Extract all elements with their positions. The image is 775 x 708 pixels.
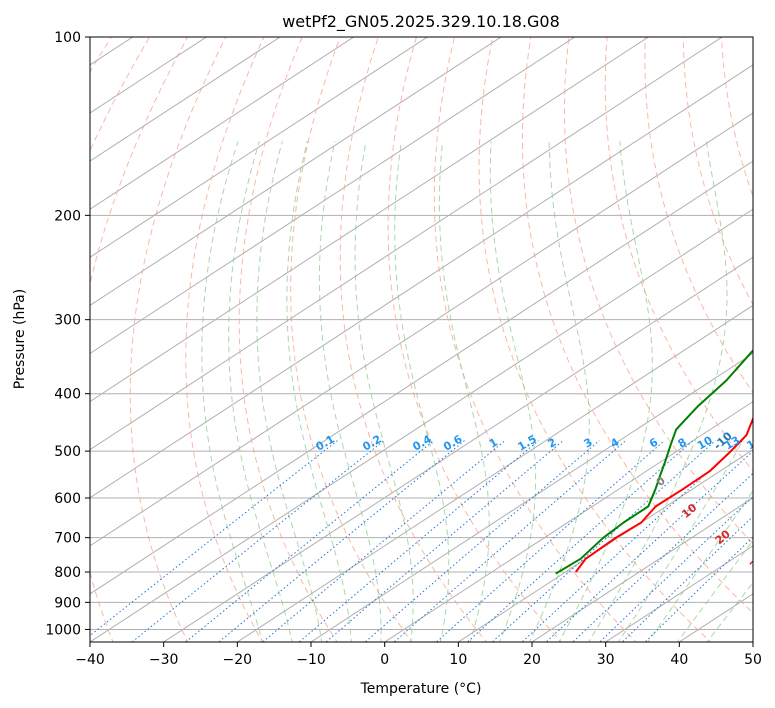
mixing-ratio-line	[435, 440, 665, 642]
moist-adiabat-line	[489, 141, 537, 642]
dry-adiabat-line	[478, 37, 712, 642]
dry-adiabat-line	[387, 37, 562, 642]
isotherm-line	[310, 352, 753, 642]
isotherm-line	[90, 64, 753, 499]
x-tick-label: 20	[523, 652, 541, 668]
axis-ticks: −40 −30 −20 −10 0 10 20 30 40 50 100 200 300 400 500 60…	[45, 30, 762, 668]
x-tick-label: 40	[670, 652, 688, 668]
moist-adiabat-line	[201, 141, 263, 642]
isotherm-line	[90, 37, 723, 451]
x-tick-label: 30	[597, 652, 615, 668]
isotherm-line	[90, 112, 753, 547]
mixing-ratio-line	[491, 440, 716, 642]
dry-adiabat-line	[185, 37, 265, 642]
y-tick-label: 900	[54, 595, 81, 611]
y-tick-label: 100	[54, 30, 81, 46]
moist-adiabat-line	[528, 141, 590, 642]
moist-adiabat-line	[647, 490, 753, 642]
moist-adiabat-line	[617, 420, 753, 642]
moist-adiabat-line	[558, 141, 653, 642]
y-tick-label: 1000	[45, 622, 81, 638]
y-tick-label: 300	[54, 313, 81, 329]
moist-adiabat-line	[706, 581, 753, 642]
y-tick-label: 700	[54, 531, 81, 547]
mixing-ratio-line	[364, 440, 600, 642]
isotherm-line	[90, 37, 355, 210]
moist-adiabat-line	[256, 141, 323, 642]
dry-adiabat-line	[90, 37, 189, 642]
x-tick-label: 10	[449, 652, 467, 668]
isotherm-line	[90, 37, 650, 403]
isotherm-line	[383, 400, 753, 642]
isotherm-line	[90, 37, 576, 355]
x-tick-label: −20	[223, 652, 253, 668]
dry-adiabat-line	[563, 37, 753, 545]
y-tick-label: 200	[54, 208, 81, 224]
x-axis-label: Temperature (°C)	[360, 681, 482, 697]
mixing-ratio-line	[218, 440, 465, 642]
isotherm-line	[162, 256, 753, 642]
y-tick-label: 500	[54, 444, 81, 460]
isotherm-line	[457, 449, 753, 642]
dry-adiabat-line	[682, 37, 753, 306]
moist-adiabat-line	[438, 141, 490, 642]
dewpoint-profile-line	[555, 349, 753, 575]
mixing-ratio-line	[572, 472, 753, 642]
x-tick-label: −30	[149, 652, 179, 668]
mixing-ratio-line	[393, 440, 627, 642]
isotherm-line	[236, 304, 753, 642]
moist-adiabat-line	[588, 141, 728, 642]
mixing-ratio-line	[90, 440, 338, 637]
dry-adiabat-line	[433, 37, 637, 642]
mixing-ratio-line	[184, 440, 435, 642]
moist-adiabat-line	[228, 141, 293, 642]
dry-adiabat-line	[604, 37, 753, 472]
mixing-ratio-label: 16	[744, 433, 764, 452]
dry-adiabat-line	[238, 37, 338, 642]
x-tick-label: 50	[744, 652, 762, 668]
mixing-ratio-line	[521, 440, 744, 642]
plot-frame	[89, 36, 754, 643]
isotherm-line	[90, 160, 753, 595]
moist-adiabat-line	[318, 141, 382, 642]
x-tick-label: 0	[380, 652, 389, 668]
dry-adiabat-line	[290, 37, 413, 642]
plot-area	[90, 37, 753, 642]
moist-adiabat-line	[394, 141, 450, 642]
mixing-ratio-line	[262, 440, 506, 642]
chart-title: wetPf2_GN05.2025.329.10.18.G08	[282, 12, 560, 32]
isotherm-line	[90, 37, 281, 162]
moist-adiabat-label: 30	[747, 553, 767, 573]
temperature-profile-line	[575, 416, 753, 573]
y-tick-label: 800	[54, 565, 81, 581]
x-tick-label: −10	[296, 652, 326, 668]
mixing-ratio-line	[466, 440, 694, 642]
x-tick-label: −40	[75, 652, 105, 668]
moist-adiabat-line	[354, 141, 414, 642]
isotherm-line	[90, 37, 502, 306]
isotherm-line	[531, 497, 753, 642]
isotherm-line	[90, 37, 429, 258]
mixing-ratio-line	[545, 450, 753, 642]
y-tick-label: 400	[54, 387, 81, 403]
y-axis-label: Pressure (hPa)	[12, 289, 28, 389]
y-tick-label: 600	[54, 491, 81, 507]
moist-adiabat-line	[286, 141, 352, 642]
dry-adiabat-line	[339, 37, 488, 642]
isotherm-line	[90, 208, 753, 642]
